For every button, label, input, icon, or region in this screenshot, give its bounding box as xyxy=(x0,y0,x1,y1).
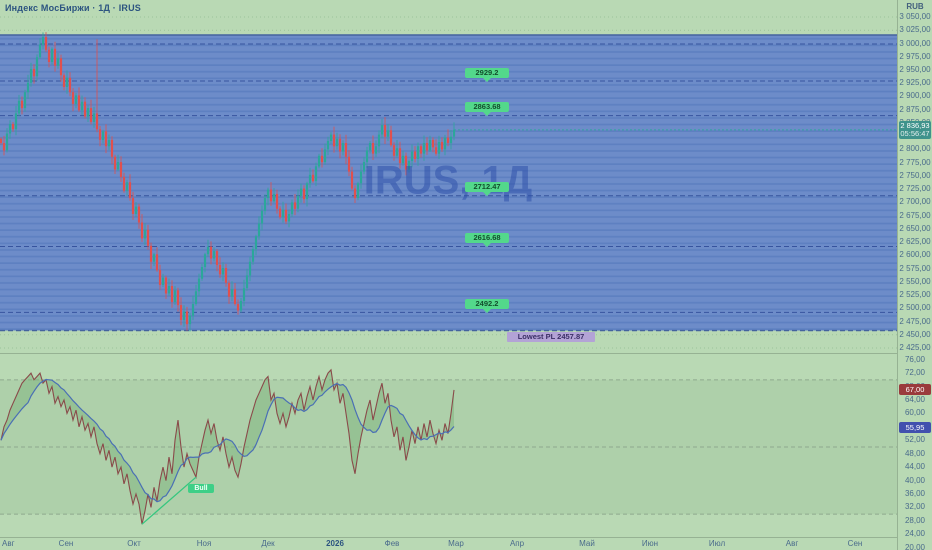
rsi-value-badge: 67,00 xyxy=(899,384,931,396)
price-axis-label: 2 550,00 xyxy=(899,276,931,286)
time-axis-label: Май xyxy=(579,539,595,548)
rsi-axis-label: 60,00 xyxy=(904,408,926,418)
level-price-tag: 2863.68 xyxy=(465,102,509,117)
rsi-ma-value-badge: 55,95 xyxy=(899,421,931,433)
time-axis-label: Авг xyxy=(2,539,15,548)
bar-countdown: 05:56:47 xyxy=(900,129,930,139)
price-axis-label: 2 725,00 xyxy=(899,184,931,194)
price-axis-label: 2 600,00 xyxy=(899,250,931,260)
time-axis-label: Мар xyxy=(448,539,464,548)
time-axis-label: Окт xyxy=(127,539,141,548)
price-axis-label: 2 575,00 xyxy=(899,263,931,273)
currency-unit-label: RUB xyxy=(906,2,924,11)
price-axis-label: 2 950,00 xyxy=(899,65,931,74)
rsi-axis-label: 72,00 xyxy=(904,368,926,378)
chart-legend-title[interactable]: Индекс МосБиржи · 1Д · IRUS xyxy=(5,3,142,13)
rsi-axis-label: 64,00 xyxy=(904,395,926,404)
time-axis[interactable]: Авг Сен Окт Ноя Дек 2026 Фев Мар Апр Май Июн Июл Авг… xyxy=(0,537,897,550)
price-axis-label: 3 000,00 xyxy=(899,38,931,48)
price-axis-label: 2 525,00 xyxy=(899,290,931,299)
price-axis-label: 2 700,00 xyxy=(899,197,931,207)
symbol-watermark: IRUS, 1Д xyxy=(363,158,533,203)
rsi-axis-label: 76,00 xyxy=(904,354,926,364)
price-axis-label: 2 900,00 xyxy=(899,91,931,101)
rsi-ma-fill xyxy=(1,369,454,525)
candles-layer xyxy=(0,32,897,332)
bullish-divergence-tag: Bull xyxy=(188,484,214,493)
price-axis-label: 3 050,00 xyxy=(899,12,931,21)
rsi-line xyxy=(0,368,455,525)
last-price-badge: 2 836,93 05:56:47 xyxy=(899,121,931,140)
price-axis-label: 2 975,00 xyxy=(899,51,931,61)
time-axis-label: Июн xyxy=(641,539,659,548)
level-price-tag: 2929.2 xyxy=(465,67,509,82)
price-axis-label: 2 800,00 xyxy=(899,144,931,154)
lowest-pl-label: Lowest PL 2457.87 xyxy=(507,332,595,343)
time-axis-label: Дек xyxy=(261,539,275,548)
level-price-tag: 2492.2 xyxy=(465,298,509,313)
rsi-axis-label: 44,00 xyxy=(904,462,926,472)
time-axis-label: Сен xyxy=(58,539,74,548)
time-axis-label: Фев xyxy=(384,539,400,548)
pivot-level-lines xyxy=(0,43,897,313)
rsi-ma-line xyxy=(0,378,455,503)
highlight-band xyxy=(0,34,897,332)
last-price-value: 2 836,93 xyxy=(900,121,930,131)
rsi-axis-label: 36,00 xyxy=(904,489,926,498)
rsi-panel xyxy=(0,368,897,525)
price-axis-label: 2 450,00 xyxy=(899,329,931,339)
price-axis-label: 2 925,00 xyxy=(899,78,931,88)
price-axis-label: 2 675,00 xyxy=(899,210,931,220)
rsi-axis-label: 32,00 xyxy=(904,502,926,512)
rsi-axis-label: 48,00 xyxy=(904,448,926,458)
rsi-axis-label: 20,00 xyxy=(904,542,926,550)
price-axis-label: 2 750,00 xyxy=(899,170,931,180)
price-axis-label: 2 875,00 xyxy=(899,104,931,114)
price-axis-label: 2 775,00 xyxy=(899,157,931,167)
price-axis-label: 2 625,00 xyxy=(899,237,931,247)
divergence-line xyxy=(141,476,197,525)
rsi-axis-label: 28,00 xyxy=(904,515,926,525)
price-axis-label: 2 500,00 xyxy=(899,303,931,313)
level-price-tag: 2616.68 xyxy=(465,233,509,247)
time-axis-label: Авг xyxy=(785,539,799,548)
price-axis-label: 2 425,00 xyxy=(899,343,931,352)
chart-plot-area[interactable]: IRUS, 1Д Индекс МосБиржи · 1Д · IRUS 292… xyxy=(0,0,897,537)
price-axis-label: 2 650,00 xyxy=(899,223,931,233)
rsi-axis-label: 52,00 xyxy=(904,435,926,445)
level-price-tag: 2712.47 xyxy=(465,182,509,197)
rsi-axis-label: 40,00 xyxy=(904,475,926,485)
price-axis-label: 3 025,00 xyxy=(899,25,931,35)
rsi-axis-label: 24,00 xyxy=(904,529,926,539)
chart-canvas[interactable] xyxy=(0,0,897,537)
price-axis-label: 2 475,00 xyxy=(899,316,931,326)
time-axis-label: Сен xyxy=(847,539,863,548)
price-axis[interactable]: RUB 3 050,00 3 025,00 3 000,00 2 975,00 2 95… xyxy=(897,0,932,550)
time-axis-label: Июл xyxy=(708,539,726,548)
time-axis-label: Апр xyxy=(509,539,525,548)
time-axis-label: Ноя xyxy=(196,539,212,548)
time-axis-label: 2026 xyxy=(326,539,344,548)
